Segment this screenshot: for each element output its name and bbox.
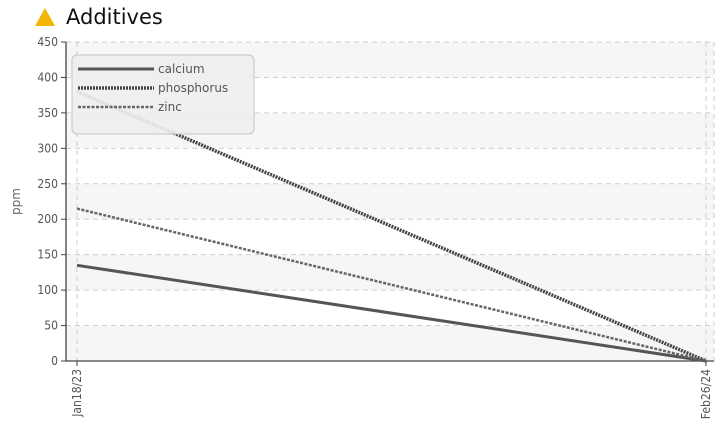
plot-band xyxy=(66,325,714,361)
x-axis-ticks: Jan18/23 Feb26/24 xyxy=(70,361,713,419)
x-tick-label: Feb26/24 xyxy=(699,369,713,419)
y-tick-label: 150 xyxy=(37,248,58,262)
legend: calcium phosphorus zinc xyxy=(71,54,255,135)
legend-label-phosphorus: phosphorus xyxy=(158,81,228,95)
y-tick-label: 450 xyxy=(37,35,58,49)
y-axis-label: ppm xyxy=(9,188,23,215)
y-tick-label: 50 xyxy=(44,319,58,333)
y-tick-label: 200 xyxy=(37,212,58,226)
legend-label-calcium: calcium xyxy=(158,62,205,76)
legend-label-zinc: zinc xyxy=(158,100,182,114)
y-tick-label: 250 xyxy=(37,177,58,191)
y-tick-label: 300 xyxy=(37,141,58,155)
series-line-phosphorus xyxy=(76,90,707,363)
axes xyxy=(65,42,714,362)
y-tick-label: 400 xyxy=(37,70,58,84)
series-lines xyxy=(76,90,707,363)
y-tick-label: 0 xyxy=(51,354,58,368)
chart-title: Additives xyxy=(66,5,163,29)
warning-triangle-icon xyxy=(35,8,55,26)
chart-header: Additives xyxy=(34,2,163,32)
x-tick-label: Jan18/23 xyxy=(70,369,84,418)
plot-band xyxy=(66,183,714,220)
y-axis-ticks: 0 50 100 150 200 250 300 350 400 450 xyxy=(37,35,66,368)
y-tick-label: 350 xyxy=(37,106,58,120)
series-line-calcium xyxy=(76,263,707,363)
y-tick-label: 100 xyxy=(37,283,58,297)
legend-box xyxy=(71,54,255,135)
